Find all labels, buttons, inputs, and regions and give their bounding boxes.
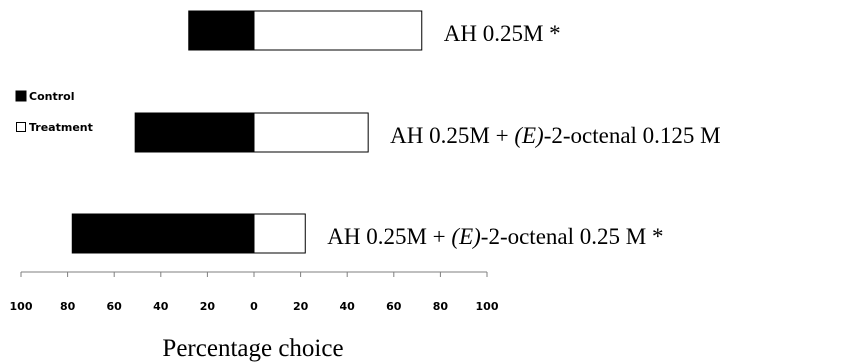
bars-group: [71, 10, 423, 254]
x-tick-label: 20: [293, 300, 309, 313]
legend: Control Treatment: [15, 90, 93, 134]
x-tick-label: 60: [386, 300, 402, 313]
bar-label: AH 0.25M + (E)-2-octenal 0.25 M *: [327, 224, 663, 249]
legend-swatch-treatment: [16, 122, 26, 132]
x-tick-label: 40: [153, 300, 169, 313]
legend-swatch-control: [15, 90, 27, 102]
legend-label-treatment: Treatment: [29, 121, 93, 134]
x-tick-label: 80: [60, 300, 76, 313]
x-tick-label: 0: [250, 300, 258, 313]
x-tick-label: 60: [107, 300, 123, 313]
bar-control: [134, 112, 255, 153]
bar-treatment: [253, 112, 369, 153]
x-tick-label: 100: [476, 300, 499, 313]
bar-treatment: [253, 10, 423, 51]
x-tick-label: 80: [433, 300, 449, 313]
x-tick-label: 100: [10, 300, 33, 313]
x-axis-title: Percentage choice: [162, 335, 343, 362]
x-tick-label: 40: [340, 300, 356, 313]
bar-label: AH 0.25M *: [444, 21, 561, 46]
bar-labels-group: AH 0.25M * AH 0.25M + (E)-2-octenal 0.125…: [327, 21, 720, 249]
x-tick-label: 20: [200, 300, 216, 313]
x-axis: 100 80 60 40 20 0 20 40 60 80 100: [10, 271, 499, 313]
bar-control: [188, 10, 255, 51]
bar-treatment: [253, 213, 306, 254]
bar-label: AH 0.25M + (E)-2-octenal 0.125 M: [390, 123, 720, 148]
bar-control: [71, 213, 255, 254]
legend-label-control: Control: [29, 90, 74, 103]
